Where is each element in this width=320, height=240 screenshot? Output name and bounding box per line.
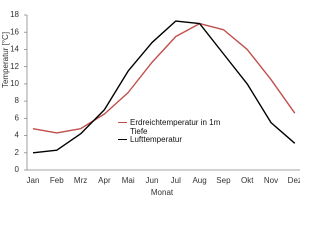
legend-label: Lufttemperatur: [130, 135, 183, 144]
x-tick-label: Mai: [122, 176, 135, 185]
y-axis-label: Temperatur [°C]: [1, 32, 10, 88]
y-tick-label: 18: [10, 10, 19, 19]
x-tick-label: Okt: [241, 176, 254, 185]
y-tick-label: 8: [15, 96, 20, 105]
y-tick-label: 16: [10, 27, 19, 36]
x-tick-label: Jan: [27, 176, 40, 185]
y-tick-label: 10: [10, 79, 19, 88]
x-tick-label: Sep: [216, 176, 231, 185]
x-tick-label: Aug: [192, 176, 206, 185]
x-tick-label: Nov: [264, 176, 278, 185]
legend-item: Erdreichtemperatur in 1m Tiefe: [118, 118, 225, 136]
x-tick-label: Apr: [98, 176, 111, 185]
x-axis-label: Monat: [151, 188, 174, 197]
x-tick-label: Jun: [146, 176, 159, 185]
x-tick-label: Mrz: [74, 176, 87, 185]
line-series: [32, 22, 296, 134]
x-tick-label: Jul: [171, 176, 181, 185]
legend-label: Erdreichtemperatur in 1m Tiefe: [130, 118, 221, 136]
legend-item: Lufttemperatur: [118, 135, 225, 144]
y-tick-label: 12: [10, 62, 19, 71]
x-tick-label: Dez: [288, 176, 300, 185]
chart-svg: Temperatur [°C] Monat 0 2 4 6 8 10 12 14 16 18 Jan…: [1, 10, 300, 197]
y-tick-label: 2: [15, 148, 20, 157]
line-series: [32, 20, 296, 154]
y-tick-label: 14: [10, 45, 19, 54]
chart: Temperatur [°C] Monat 0 2 4 6 8 10 12 14 16 18 Jan…: [1, 10, 300, 197]
legend-swatch: [118, 122, 127, 123]
x-tick-label: Feb: [50, 176, 64, 185]
y-tick-label: 0: [15, 165, 20, 174]
y-tick-label: 4: [15, 131, 20, 140]
legend-swatch: [118, 139, 127, 140]
y-tick-label: 6: [15, 113, 20, 122]
